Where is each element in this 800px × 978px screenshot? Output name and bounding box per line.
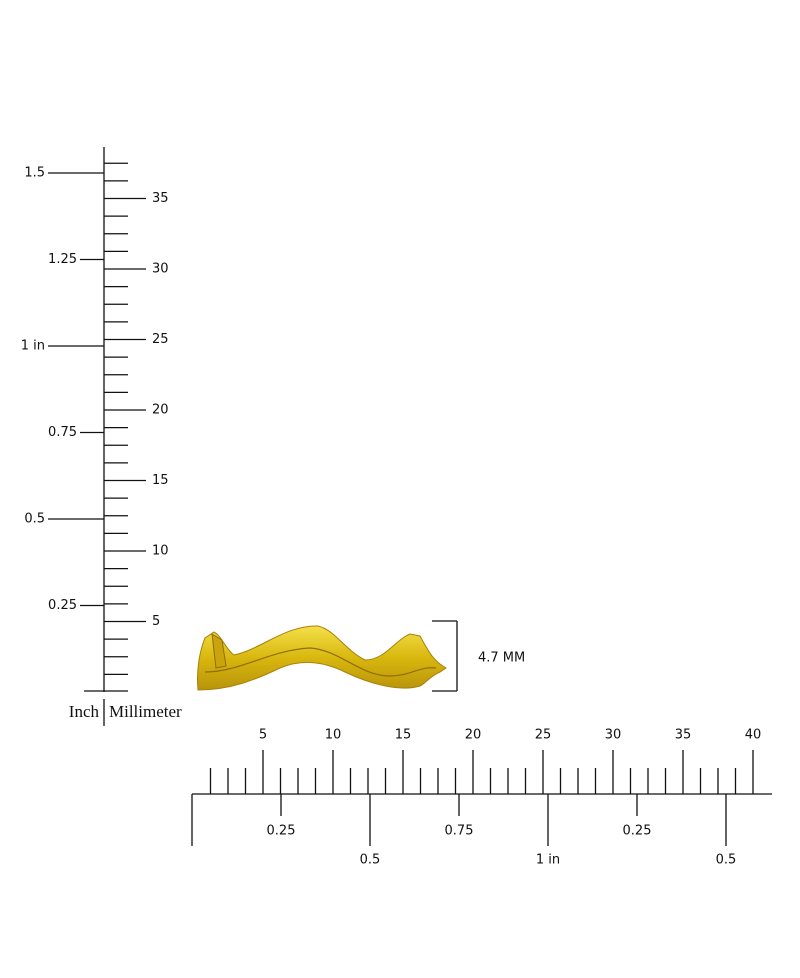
inch-caption: Inch: [69, 702, 100, 721]
mm-label: 25: [535, 728, 552, 743]
inch-label: 0.75: [48, 425, 77, 440]
mm-label: 5: [259, 728, 267, 743]
inch-label: 0.75: [445, 824, 474, 839]
inch-label: 1 in: [536, 853, 560, 868]
mm-label: 15: [395, 728, 412, 743]
mm-label: 5: [152, 614, 160, 629]
mm-label: 40: [745, 728, 762, 743]
height-bracket: [432, 620, 458, 692]
mm-caption: Millimeter: [109, 702, 182, 721]
mm-label: 25: [152, 332, 169, 347]
inch-label: 1.25: [48, 252, 77, 267]
inch-label: 0.25: [623, 824, 652, 839]
mm-label: 30: [152, 262, 169, 277]
inch-label: 1 in: [21, 339, 45, 354]
inch-label: 0.25: [48, 598, 77, 613]
inch-label: 0.5: [24, 512, 45, 527]
inch-label: 0.5: [716, 853, 737, 868]
mm-label: 10: [152, 544, 169, 559]
mm-label: 35: [675, 728, 692, 743]
mm-label: 10: [325, 728, 342, 743]
mm-label: 20: [465, 728, 482, 743]
mm-label: 20: [152, 403, 169, 418]
inch-label: 0.5: [360, 853, 381, 868]
height-label: 4.7 MM: [478, 651, 525, 666]
ring: [197, 625, 447, 691]
inch-label: 1.5: [24, 166, 45, 181]
mm-label: 30: [605, 728, 622, 743]
mm-label: 35: [152, 191, 169, 206]
mm-label: 15: [152, 473, 169, 488]
inch-label: 0.25: [267, 824, 296, 839]
